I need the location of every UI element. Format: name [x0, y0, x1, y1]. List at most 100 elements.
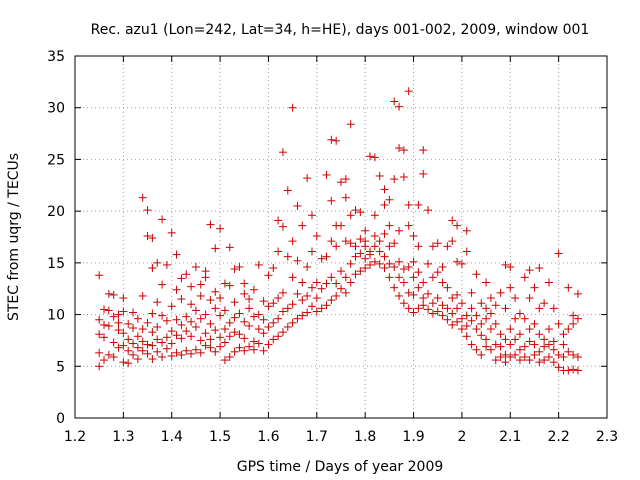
data-point — [535, 330, 544, 339]
data-point — [274, 216, 283, 225]
data-point — [337, 221, 345, 230]
y-tick-label: 5 — [56, 359, 65, 375]
data-point — [327, 273, 336, 282]
x-tick-label: 2.3 — [596, 429, 618, 445]
data-point — [424, 206, 433, 215]
data-point — [346, 211, 355, 220]
y-tick-label: 25 — [47, 152, 65, 168]
data-point — [303, 174, 312, 183]
data-point — [177, 350, 186, 359]
data-point — [540, 356, 549, 365]
data-point — [104, 321, 113, 330]
data-point — [424, 289, 433, 298]
data-point — [138, 325, 147, 334]
data-point — [375, 237, 384, 246]
data-point — [525, 356, 534, 365]
x-tick-label: 2.2 — [548, 429, 570, 445]
data-point — [167, 339, 176, 348]
data-point — [288, 273, 297, 282]
data-point — [438, 262, 447, 271]
data-point — [337, 284, 345, 293]
data-point — [380, 264, 389, 273]
data-point — [380, 229, 389, 238]
data-point — [95, 362, 104, 371]
data-point — [477, 350, 486, 359]
data-point — [288, 103, 297, 112]
data-point — [573, 352, 582, 361]
data-point — [264, 322, 273, 331]
data-point — [148, 309, 157, 318]
data-point — [351, 252, 360, 261]
data-point — [515, 345, 524, 354]
data-point — [129, 324, 138, 333]
data-point — [148, 234, 157, 243]
data-point — [167, 302, 176, 311]
data-point — [230, 265, 239, 274]
data-point — [332, 279, 341, 288]
data-point — [409, 290, 418, 299]
data-point — [385, 242, 394, 251]
data-point — [220, 338, 229, 347]
data-point — [129, 308, 138, 317]
data-point — [104, 306, 113, 315]
data-point — [249, 285, 258, 294]
data-point — [361, 226, 370, 235]
data-point — [472, 345, 481, 354]
data-point — [486, 294, 495, 303]
data-point — [438, 301, 447, 310]
data-point — [428, 273, 437, 282]
data-point — [158, 352, 167, 361]
data-point — [225, 281, 234, 290]
data-point — [511, 350, 520, 359]
data-point — [312, 278, 321, 287]
data-point — [370, 242, 379, 251]
data-point — [269, 264, 278, 273]
data-point — [288, 237, 297, 246]
data-point — [472, 270, 481, 279]
data-point — [385, 221, 394, 230]
data-point — [438, 278, 447, 287]
data-point — [211, 287, 220, 296]
data-point — [100, 333, 109, 342]
data-point — [569, 319, 578, 328]
data-point — [172, 315, 181, 324]
data-point — [428, 299, 437, 308]
data-point — [278, 222, 287, 231]
data-point — [346, 278, 355, 287]
data-point — [254, 325, 263, 334]
data-point — [332, 291, 341, 300]
data-point — [501, 260, 510, 269]
data-point — [467, 340, 476, 349]
data-point — [491, 356, 500, 365]
data-point — [530, 340, 539, 349]
data-point — [158, 338, 167, 347]
data-point — [327, 135, 336, 144]
data-point — [375, 247, 384, 256]
data-point — [496, 330, 505, 339]
data-point — [341, 273, 350, 282]
data-point — [467, 304, 476, 313]
data-point — [95, 330, 104, 339]
data-point — [129, 339, 138, 348]
data-point — [375, 171, 384, 180]
data-point — [327, 196, 336, 205]
data-point — [216, 294, 225, 303]
data-point — [269, 299, 278, 308]
data-point — [235, 262, 244, 271]
data-point — [293, 201, 302, 210]
data-point — [283, 304, 292, 313]
data-point — [148, 328, 157, 337]
data-point — [259, 346, 268, 355]
data-point — [564, 366, 573, 375]
data-point — [158, 215, 167, 224]
data-point — [477, 299, 486, 308]
data-point — [143, 206, 152, 215]
data-point — [167, 351, 176, 360]
data-point — [385, 259, 394, 268]
data-point — [395, 291, 404, 300]
data-point — [395, 226, 404, 235]
data-point — [274, 247, 283, 256]
data-point — [269, 318, 278, 327]
data-point — [341, 288, 350, 297]
